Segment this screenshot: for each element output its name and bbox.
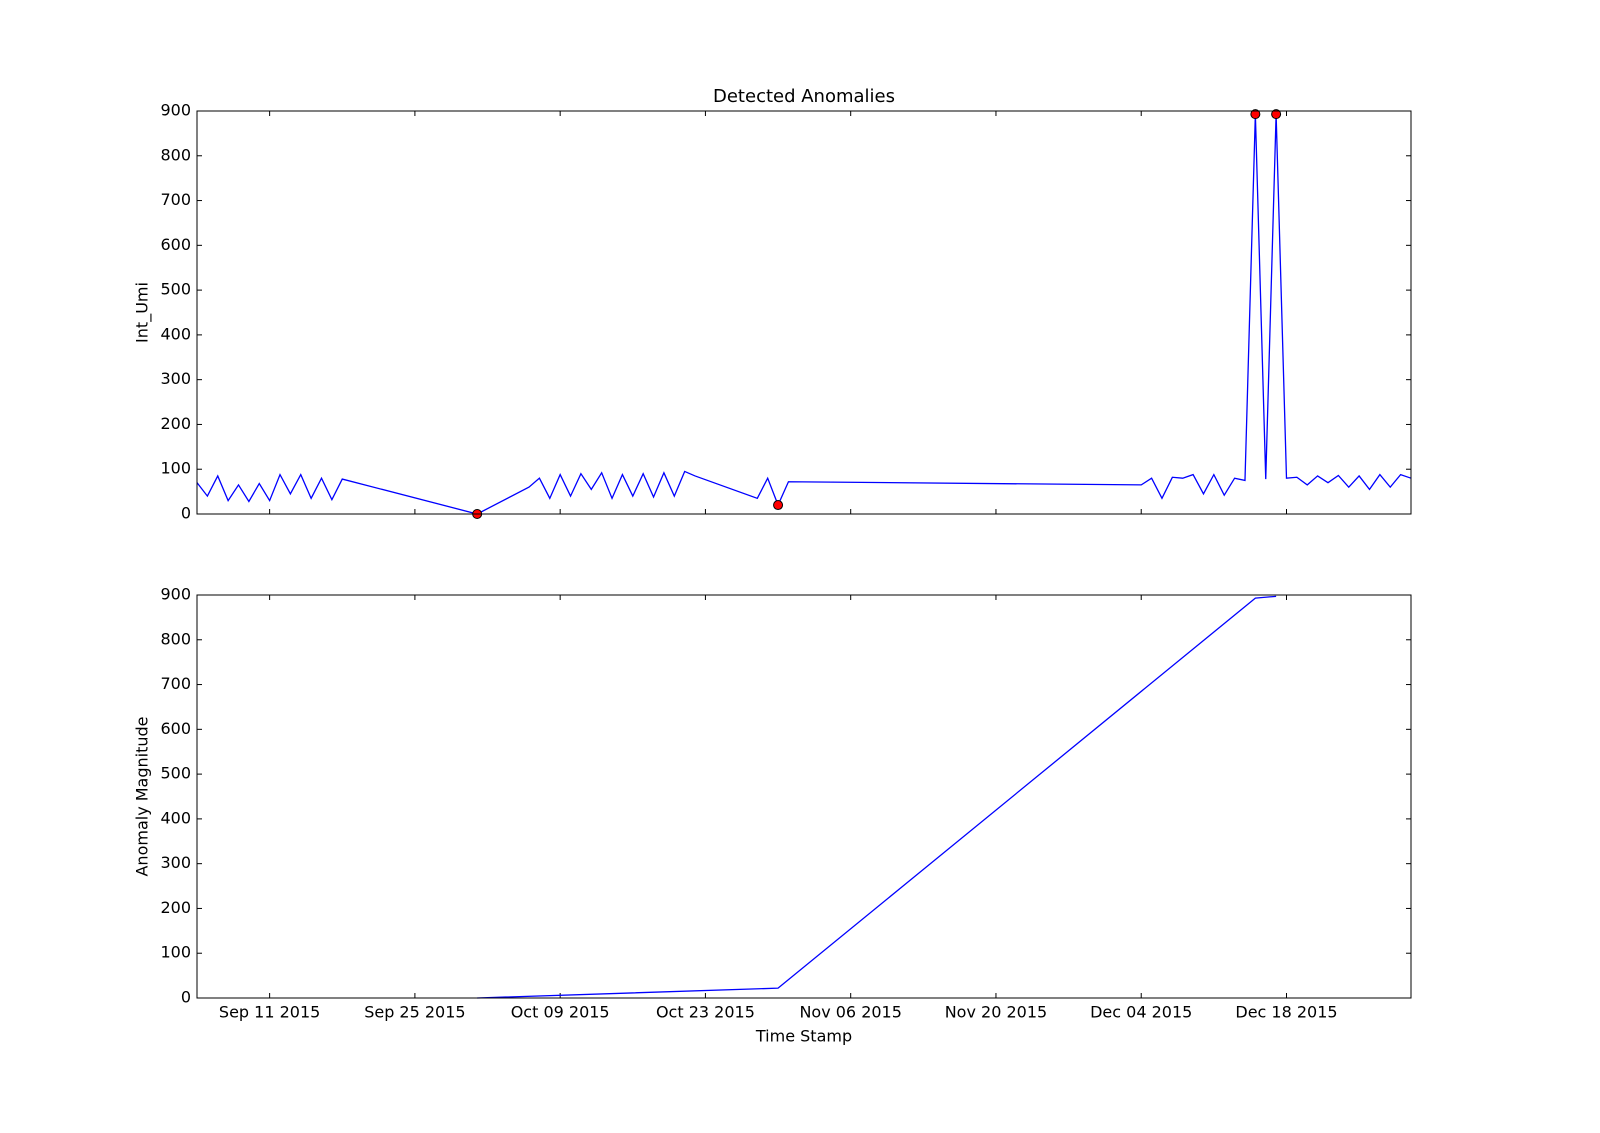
y-tick-label: 100 [160, 943, 191, 962]
y-tick-label: 300 [160, 369, 191, 388]
y-tick-label: 800 [160, 145, 191, 164]
data-line [196, 114, 1412, 515]
y-axis-label: Int_Umi [133, 282, 153, 343]
y-tick-label: 200 [160, 898, 191, 917]
anomaly-marker [1271, 109, 1282, 120]
y-tick-label: 400 [160, 324, 191, 343]
y-tick-label: 100 [160, 459, 191, 478]
anomaly-marker [773, 500, 784, 511]
x-tick-label: Nov 06 2015 [799, 1003, 901, 1022]
data-line [477, 595, 1277, 999]
y-tick-label: 0 [181, 504, 191, 523]
anomaly-marker [1250, 109, 1261, 120]
x-tick-label: Oct 09 2015 [511, 1003, 610, 1022]
x-tick-label: Sep 25 2015 [364, 1003, 465, 1022]
y-tick-label: 500 [160, 280, 191, 299]
axes-frame [196, 594, 1412, 999]
x-tick-label: Oct 23 2015 [656, 1003, 755, 1022]
y-tick-label: 300 [160, 853, 191, 872]
y-tick-label: 600 [160, 235, 191, 254]
y-tick-label: 800 [160, 629, 191, 648]
x-tick-label: Dec 18 2015 [1235, 1003, 1337, 1022]
axes-frame [196, 110, 1412, 515]
y-tick-label: 500 [160, 764, 191, 783]
y-tick-label: 700 [160, 190, 191, 209]
x-tick-label: Dec 04 2015 [1090, 1003, 1192, 1022]
y-tick-label: 700 [160, 674, 191, 693]
chart-title: Detected Anomalies [713, 86, 895, 107]
x-axis-label: Time Stamp [755, 1027, 852, 1046]
y-axis-label: Anomaly Magnitude [133, 716, 152, 876]
x-tick-label: Nov 20 2015 [945, 1003, 1047, 1022]
y-tick-label: 0 [181, 988, 191, 1007]
y-tick-label: 200 [160, 414, 191, 433]
y-tick-label: 900 [160, 585, 191, 604]
x-tick-label: Sep 11 2015 [219, 1003, 320, 1022]
y-tick-label: 600 [160, 719, 191, 738]
y-tick-label: 900 [160, 101, 191, 120]
y-tick-label: 400 [160, 808, 191, 827]
